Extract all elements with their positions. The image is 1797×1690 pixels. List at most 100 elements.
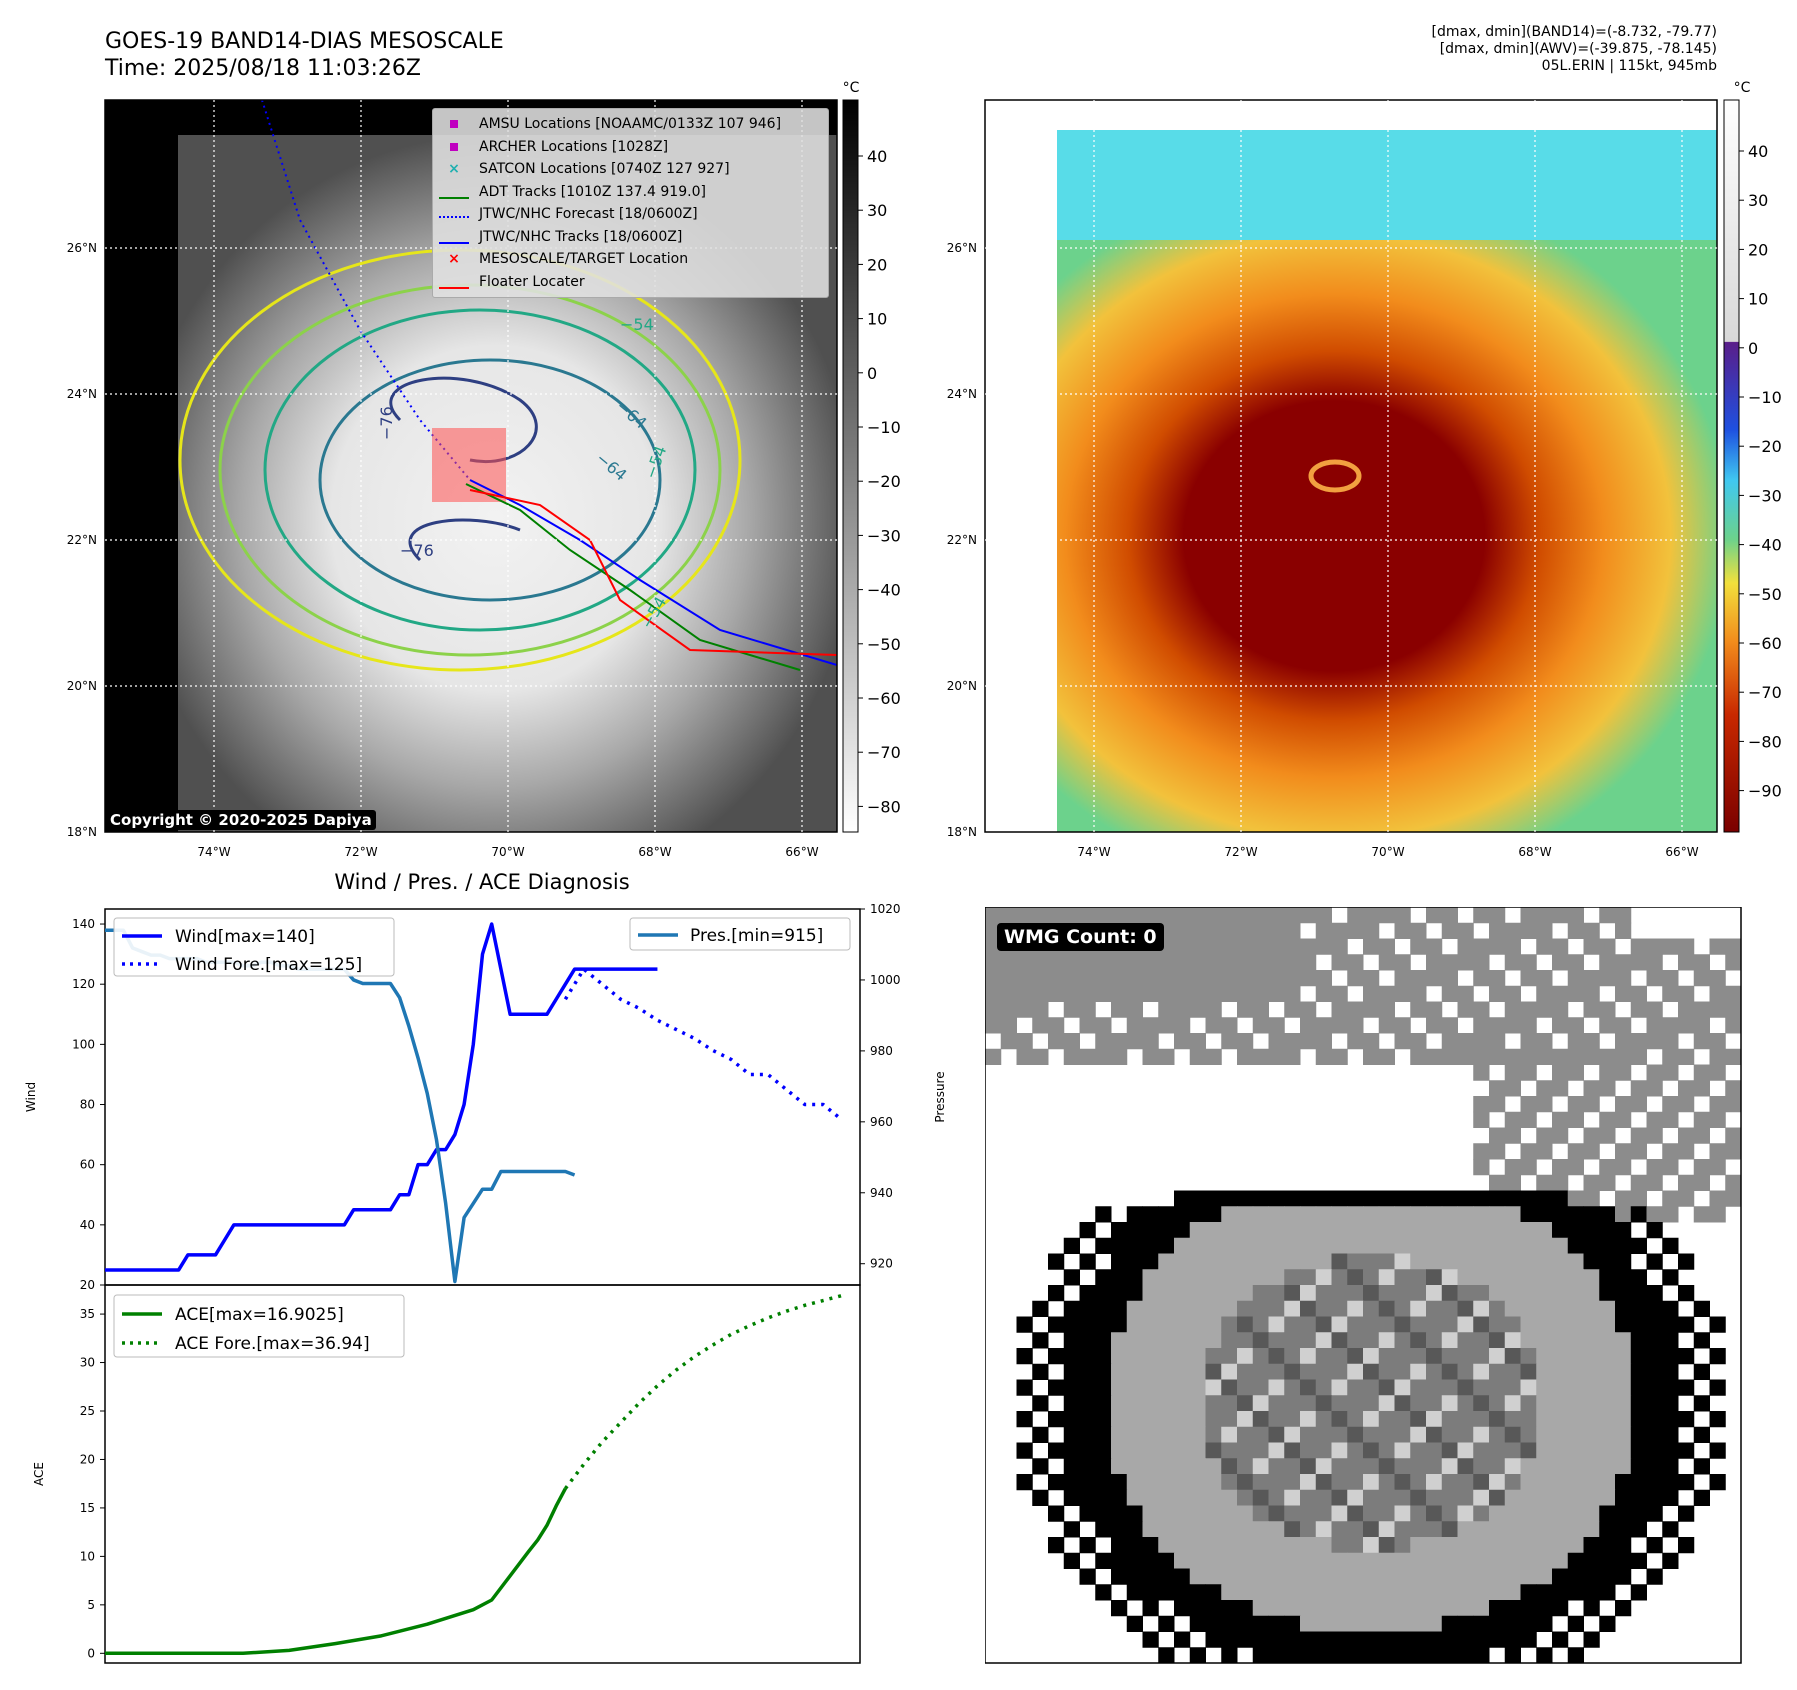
wmg-cell <box>1189 1300 1206 1317</box>
wmg-cell <box>1315 1647 1332 1664</box>
wmg-cell <box>1504 1521 1521 1538</box>
wmg-cell <box>1441 1458 1458 1475</box>
wmg-cell <box>1237 1442 1254 1459</box>
wmg-cell <box>1268 1647 1285 1664</box>
wmg-cell <box>1615 1489 1632 1506</box>
wmg-cell <box>1394 1647 1411 1664</box>
title-line-1: GOES-19 BAND14-DIAS MESOSCALE <box>105 29 504 54</box>
wmg-cell <box>1504 954 1521 971</box>
wmg-cell <box>1410 1615 1427 1632</box>
wmg-cell <box>1331 1442 1348 1459</box>
wmg-cell <box>1048 1253 1065 1270</box>
wmg-cell <box>1378 907 1395 924</box>
wmg-cell <box>1630 1348 1647 1365</box>
wmg-cell <box>1063 1379 1080 1396</box>
wmg-cell <box>1174 1033 1191 1050</box>
wmg-cell <box>1189 1348 1206 1365</box>
wmg-cell <box>985 1017 1002 1034</box>
wmg-cell <box>1520 1285 1537 1302</box>
wmg-cell <box>1473 1206 1490 1223</box>
wmg-cell <box>1489 1222 1506 1239</box>
wmg-cell <box>1457 1505 1474 1522</box>
wind-legend: Wind[max=140] Wind Fore.[max=125] <box>113 917 395 977</box>
wmg-cell <box>1315 985 1332 1002</box>
wmg-cell <box>1457 1474 1474 1491</box>
wmg-cell <box>1126 970 1143 987</box>
wmg-cell <box>1583 1332 1600 1349</box>
wmg-cell <box>1221 1442 1238 1459</box>
wmg-cell <box>1441 922 1458 939</box>
wmg-cell <box>1205 1411 1222 1428</box>
wmg-cell <box>1489 1521 1506 1538</box>
wmg-cell <box>1457 1332 1474 1349</box>
wmg-cell <box>1095 1206 1112 1223</box>
wmg-cell <box>1552 985 1569 1002</box>
wmg-cell <box>1252 1316 1269 1333</box>
wmg-cell <box>1268 1552 1285 1569</box>
wmg-cell <box>1709 970 1726 987</box>
wmg-cell <box>1252 954 1269 971</box>
wmg-cell <box>1536 1300 1553 1317</box>
wmg-cell <box>1709 1316 1726 1333</box>
wmg-cell <box>1221 1363 1238 1380</box>
map-legend-item: AMSU Locations [NOAAMC/0133Z 107 946] <box>439 113 822 136</box>
wmg-cell <box>1646 1111 1663 1128</box>
wmg-cell <box>1489 1300 1506 1317</box>
wmg-cell <box>1489 1237 1506 1254</box>
wmg-cell <box>1646 1206 1663 1223</box>
wmg-cell <box>1111 985 1128 1002</box>
wmg-cell <box>1363 1363 1380 1380</box>
wmg-cell <box>1237 1363 1254 1380</box>
wmg-cell <box>1079 1017 1096 1034</box>
wmg-cell <box>1000 907 1017 924</box>
wmg-cell <box>1174 1442 1191 1459</box>
wmg-cell <box>1363 1426 1380 1443</box>
wmg-cell <box>1268 1222 1285 1239</box>
wmg-cell <box>1315 1033 1332 1050</box>
wmg-cell <box>1158 907 1175 924</box>
legend-label: ARCHER Locations [1028Z] <box>479 138 669 155</box>
wmg-cell <box>1441 1269 1458 1286</box>
wmg-cell <box>1457 954 1474 971</box>
wmg-cell <box>1473 1537 1490 1554</box>
wmg-cell <box>1630 1584 1647 1601</box>
wmg-cell <box>1189 1206 1206 1223</box>
wmg-cell <box>1599 1206 1616 1223</box>
wmg-cell <box>1678 1017 1695 1034</box>
wmg-cell <box>1567 1584 1584 1601</box>
wmg-cell <box>1111 1300 1128 1317</box>
map-lat-label: 18°N <box>947 825 977 839</box>
wmg-cell <box>1315 1237 1332 1254</box>
wmg-cell <box>1552 1080 1569 1097</box>
wmg-cell <box>1678 1285 1695 1302</box>
wmg-cell <box>1536 1285 1553 1302</box>
wmg-cell <box>1536 1426 1553 1443</box>
wmg-cell <box>1189 1474 1206 1491</box>
wmg-cell <box>1111 1253 1128 1270</box>
wmg-cell <box>1630 1426 1647 1443</box>
wmg-cell <box>1473 1521 1490 1538</box>
wmg-cell <box>1583 1080 1600 1097</box>
wmg-cell <box>1300 1190 1317 1207</box>
y-tick-label: 10 <box>80 1549 95 1563</box>
wmg-cell <box>1599 1568 1616 1585</box>
wmg-cell <box>1300 1237 1317 1254</box>
wmg-cell <box>1410 1647 1427 1664</box>
wmg-cell <box>1567 907 1584 924</box>
contour-label: −76 <box>400 541 434 560</box>
wmg-cell <box>1237 1300 1254 1317</box>
wmg-cell <box>1473 1363 1490 1380</box>
wmg-cell <box>1079 1253 1096 1270</box>
wmg-cell <box>1489 1395 1506 1412</box>
legend-label: SATCON Locations [0740Z 127 927] <box>479 161 730 178</box>
wmg-cell <box>1221 1584 1238 1601</box>
wmg-cell <box>1646 1300 1663 1317</box>
wmg-cell <box>1205 970 1222 987</box>
wmg-cell <box>1678 1080 1695 1097</box>
wmg-cell <box>1032 907 1049 924</box>
wmg-cell <box>1252 1206 1269 1223</box>
map-legend-item: JTWC/NHC Tracks [18/0600Z] <box>439 226 822 249</box>
wmg-cell <box>1189 1379 1206 1396</box>
wmg-cell <box>1095 1489 1112 1506</box>
wmg-cell <box>1709 1442 1726 1459</box>
